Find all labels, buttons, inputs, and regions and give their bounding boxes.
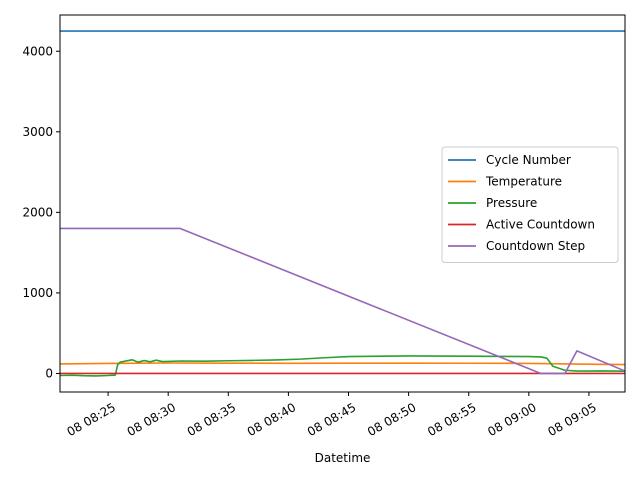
legend-box (441, 146, 619, 263)
x-tick-label: 08 08:45 (305, 400, 358, 439)
x-tick-label: 08 08:50 (365, 400, 418, 439)
x-tick-label: 08 08:35 (185, 400, 238, 439)
x-axis-label: Datetime (315, 451, 371, 465)
series-line-countdown-step (60, 227, 625, 375)
plot-lines (60, 30, 625, 377)
x-tick-label: 08 09:05 (545, 400, 598, 439)
y-axis: 0 1000 2000 3000 4000 (22, 44, 60, 380)
y-tick-label: 3000 (22, 125, 53, 139)
series-line-temperature (60, 362, 625, 366)
legend-label-cycle-number: Cycle Number (486, 153, 571, 167)
x-axis: 08 08:25 08 08:30 08 08:35 08 08:40 08 08:45… (65, 392, 599, 439)
y-tick-label: 0 (45, 366, 53, 380)
y-tick-label: 4000 (22, 44, 53, 58)
series-line-pressure (60, 355, 625, 377)
x-tick-label: 08 08:55 (425, 400, 478, 439)
y-tick-label: 2000 (22, 205, 53, 219)
x-tick-label: 08 09:00 (485, 400, 538, 439)
legend-label-active-countdown: Active Countdown (486, 218, 595, 232)
plot-frame (59, 14, 626, 393)
legend-label-pressure: Pressure (486, 196, 537, 210)
legend: Cycle Number Temperature Pressure Active Co… (441, 146, 619, 263)
legend-label-countdown-step: Countdown Step (486, 239, 585, 253)
legend-label-temperature: Temperature (485, 175, 562, 189)
x-tick-label: 08 08:40 (245, 400, 298, 439)
x-tick-label: 08 08:30 (125, 400, 178, 439)
y-tick-label: 1000 (22, 286, 53, 300)
x-tick-label: 08 08:25 (65, 400, 118, 439)
